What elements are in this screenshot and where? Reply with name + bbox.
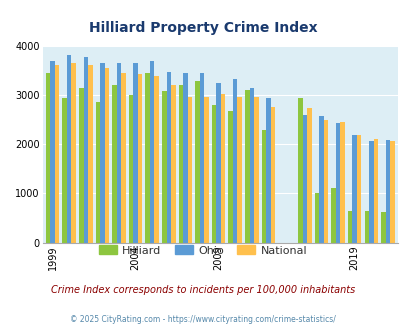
Bar: [162, 91, 166, 243]
Bar: [183, 73, 187, 243]
Bar: [67, 55, 71, 243]
Bar: [211, 105, 216, 243]
Bar: [88, 65, 92, 243]
Bar: [100, 63, 104, 243]
Bar: [232, 79, 237, 243]
Bar: [380, 212, 385, 243]
Bar: [385, 141, 389, 243]
Bar: [216, 83, 220, 243]
Bar: [96, 102, 100, 243]
Legend: Hilliard, Ohio, National: Hilliard, Ohio, National: [94, 241, 311, 260]
Bar: [347, 211, 352, 243]
Bar: [199, 73, 204, 243]
Bar: [121, 73, 126, 243]
Bar: [270, 107, 275, 243]
Bar: [187, 97, 192, 243]
Bar: [339, 122, 344, 243]
Bar: [356, 135, 360, 243]
Bar: [249, 88, 254, 243]
Bar: [368, 142, 373, 243]
Text: Crime Index corresponds to incidents per 100,000 inhabitants: Crime Index corresponds to incidents per…: [51, 285, 354, 295]
Bar: [228, 112, 232, 243]
Bar: [128, 95, 133, 243]
Bar: [307, 108, 311, 243]
Bar: [220, 94, 225, 243]
Bar: [154, 76, 158, 243]
Bar: [245, 90, 249, 243]
Bar: [171, 85, 175, 243]
Bar: [297, 98, 302, 243]
Bar: [266, 98, 270, 243]
Bar: [330, 187, 335, 243]
Bar: [389, 141, 394, 243]
Bar: [133, 63, 137, 243]
Bar: [112, 85, 117, 243]
Bar: [335, 123, 339, 243]
Bar: [364, 211, 368, 243]
Bar: [149, 61, 154, 243]
Bar: [137, 74, 142, 243]
Bar: [254, 97, 258, 243]
Bar: [166, 72, 171, 243]
Bar: [318, 116, 323, 243]
Bar: [352, 135, 356, 243]
Bar: [261, 130, 266, 243]
Bar: [314, 193, 318, 243]
Bar: [50, 61, 55, 243]
Text: © 2025 CityRating.com - https://www.cityrating.com/crime-statistics/: © 2025 CityRating.com - https://www.city…: [70, 315, 335, 324]
Bar: [62, 98, 67, 243]
Bar: [55, 65, 59, 243]
Bar: [79, 88, 83, 243]
Bar: [117, 63, 121, 243]
Bar: [178, 85, 183, 243]
Bar: [302, 115, 307, 243]
Bar: [145, 73, 149, 243]
Bar: [204, 97, 208, 243]
Bar: [323, 120, 327, 243]
Text: Hilliard Property Crime Index: Hilliard Property Crime Index: [88, 21, 317, 35]
Bar: [237, 97, 241, 243]
Bar: [46, 73, 50, 243]
Bar: [104, 68, 109, 243]
Bar: [71, 63, 76, 243]
Bar: [195, 81, 199, 243]
Bar: [83, 57, 88, 243]
Bar: [373, 140, 377, 243]
